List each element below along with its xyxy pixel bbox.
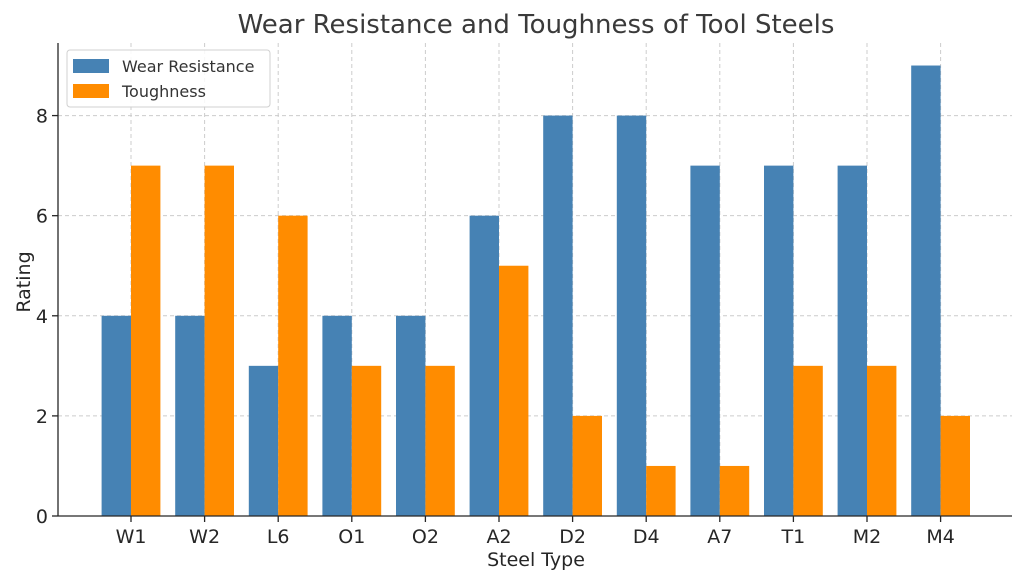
bar-wear-resistance-w2 [175, 315, 205, 516]
bar-toughness-d2 [572, 415, 602, 516]
chart-title: Wear Resistance and Toughness of Tool St… [238, 10, 835, 40]
x-tick-label: M2 [853, 526, 881, 548]
bar-wear-resistance-d4 [616, 115, 647, 516]
axes [52, 43, 1012, 522]
bar-toughness-d4 [646, 465, 676, 516]
legend-label-toughness: Toughness [121, 82, 206, 101]
bar-wear-resistance-a7 [690, 165, 720, 516]
x-tick-label: T1 [781, 526, 806, 548]
x-tick-label: O2 [412, 526, 439, 548]
y-tick-label: 4 [36, 306, 48, 328]
bar-wear-resistance-l6 [248, 365, 279, 516]
bar-wear-resistance-a2 [469, 215, 499, 516]
bar-toughness-t1 [793, 365, 823, 516]
bar-wear-resistance-d2 [543, 115, 573, 516]
bar-wear-resistance-m4 [911, 65, 941, 517]
bar-toughness-o2 [425, 365, 455, 516]
y-tick-label: 2 [36, 406, 48, 428]
bar-toughness-w1 [131, 165, 161, 516]
x-tick-label: L6 [267, 526, 290, 548]
bar-wear-resistance-w1 [101, 315, 131, 516]
bar-wear-resistance-t1 [764, 165, 794, 516]
bar-toughness-o1 [351, 365, 382, 516]
bar-toughness-a7 [719, 465, 750, 516]
bar-wear-resistance-o1 [322, 315, 352, 516]
bar-toughness-l6 [278, 215, 308, 516]
x-tick-label: W1 [116, 526, 147, 548]
bar-toughness-w2 [204, 165, 234, 516]
x-tick-label: D4 [633, 526, 660, 548]
legend: Wear Resistance Toughness [66, 49, 271, 108]
y-tick-label: 0 [36, 506, 48, 528]
bar-wear-resistance-o2 [396, 315, 426, 516]
x-tick-label: D2 [559, 526, 586, 548]
legend-swatch-toughness [73, 84, 109, 98]
legend-swatch-wear-resistance [73, 59, 109, 73]
bar-wear-resistance-m2 [837, 165, 867, 516]
x-tick-label: W2 [189, 526, 220, 548]
y-axis-label: Rating [13, 251, 35, 312]
x-tick-label: A7 [707, 526, 732, 548]
x-tick-label: A2 [486, 526, 511, 548]
legend-box [66, 49, 271, 108]
x-axis-label: Steel Type [487, 549, 585, 571]
bar-toughness-m2 [867, 365, 897, 516]
bars [101, 65, 970, 517]
bar-toughness-m4 [940, 415, 970, 516]
bar-toughness-a2 [499, 265, 529, 516]
tick-labels: 0 2 4 6 8 W1 W2 L6 O1 O2 A2 D2 D4 A7 T1 M2 M4 [36, 106, 955, 548]
x-tick-label: O1 [338, 526, 365, 548]
y-tick-label: 6 [36, 206, 48, 228]
y-tick-label: 8 [36, 106, 48, 128]
legend-label-wear-resistance: Wear Resistance [122, 57, 254, 76]
x-tick-label: M4 [926, 526, 954, 548]
